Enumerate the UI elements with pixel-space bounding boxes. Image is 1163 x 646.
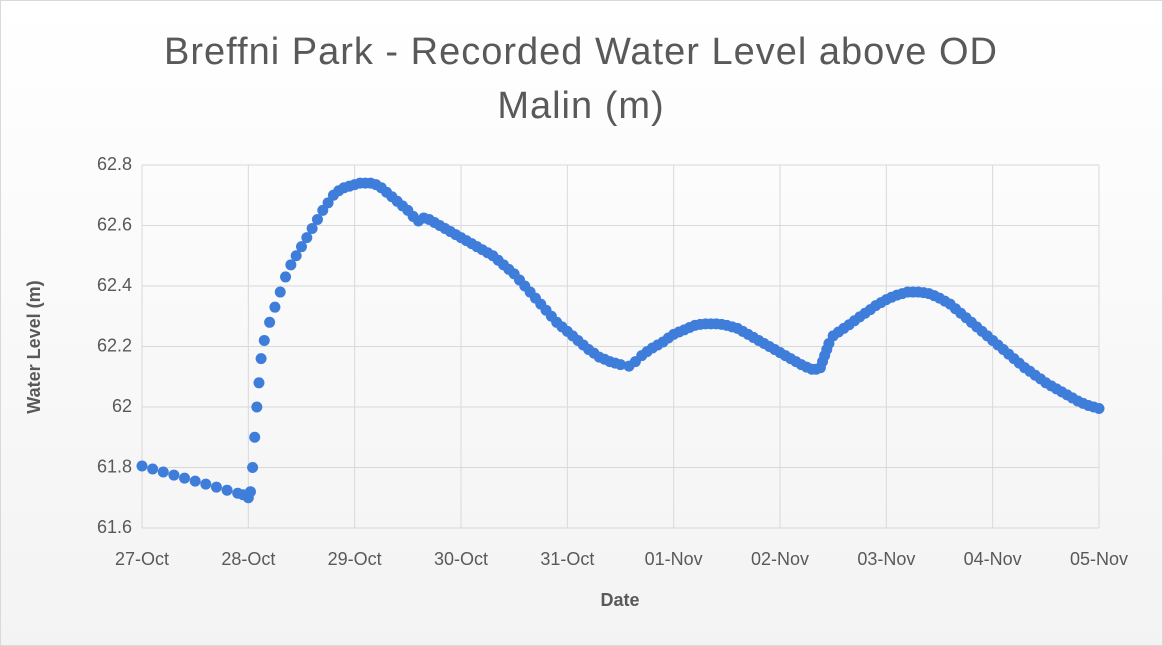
data-point [311,213,323,225]
data-point [221,484,233,496]
data-point [264,316,276,328]
data-point [301,232,313,244]
chart-title: Breffni Park - Recorded Water Level abov… [164,31,998,127]
data-point [200,478,212,490]
data-point [179,472,191,484]
x-tick-label: 03-Nov [857,549,915,569]
x-tick-label: 02-Nov [751,549,809,569]
y-tick-label: 62.4 [97,275,132,295]
data-point [189,475,201,487]
data-point [157,466,169,478]
x-tick-label: 04-Nov [964,549,1022,569]
data-point [168,469,180,481]
data-point [290,250,302,262]
y-axis-label: Water Level (m) [24,280,44,413]
y-tick-label: 61.8 [97,456,132,476]
data-point [253,377,265,389]
data-point [296,241,307,253]
y-tick-label: 61.6 [97,517,132,537]
y-tick-label: 62 [112,396,132,416]
data-point [210,481,222,493]
x-tick-label: 30-Oct [434,549,488,569]
x-tick-label: 05-Nov [1070,549,1128,569]
x-tick-label: 01-Nov [645,549,703,569]
x-tick-label: 27-Oct [115,549,169,569]
x-tick-label: 29-Oct [328,549,382,569]
y-tick-label: 62.2 [97,335,132,355]
data-point [269,301,281,313]
y-tick-label: 62.6 [97,214,132,234]
data-point [147,463,159,475]
data-point [136,460,148,472]
data-point [306,223,318,235]
x-tick-label: 28-Oct [221,549,275,569]
x-tick-label: 31-Oct [540,549,594,569]
data-point [258,334,270,346]
data-point [615,359,626,371]
y-tick-label: 62.8 [97,154,132,174]
data-point [247,462,259,473]
data-point [285,259,297,271]
data-point [255,353,267,365]
data-point [249,431,261,443]
data-point [251,401,263,413]
data-point [1093,403,1105,415]
data-point [280,271,292,283]
x-axis-label: Date [600,590,639,610]
data-point [274,286,286,298]
data-point [244,486,256,498]
